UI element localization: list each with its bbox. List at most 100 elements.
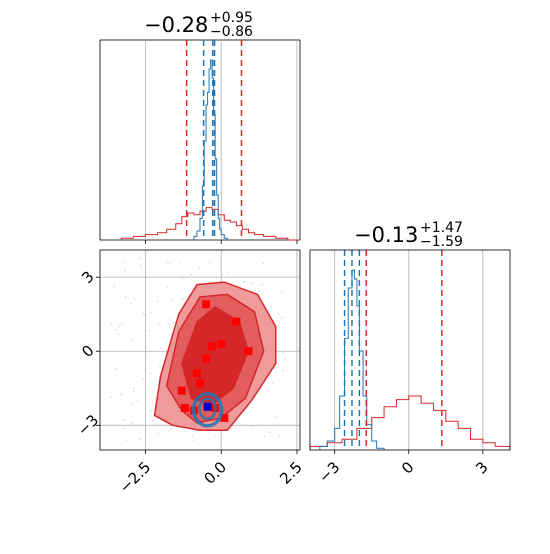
joint-x-tick-label-2: 2.5 bbox=[276, 458, 306, 488]
joint-sample-point bbox=[268, 390, 270, 392]
joint-sample-red-11 bbox=[244, 347, 253, 356]
joint-sample-point bbox=[165, 261, 168, 263]
joint-sample-point bbox=[138, 257, 141, 259]
joint-sample-point bbox=[123, 261, 126, 263]
joint-sample-point bbox=[124, 269, 126, 272]
joint-sample-point bbox=[221, 273, 224, 275]
joint-sample-red-5 bbox=[177, 386, 186, 395]
joint-sample-red-1 bbox=[202, 354, 211, 363]
joint-sample-point bbox=[131, 403, 134, 405]
right-axes-frame bbox=[309, 249, 511, 451]
joint-axes-frame bbox=[99, 249, 301, 451]
joint-sample-point bbox=[276, 415, 278, 418]
joint-sample-red-3 bbox=[217, 339, 226, 348]
joint-sample-point bbox=[140, 266, 143, 269]
joint-sample-point bbox=[147, 329, 150, 332]
joint-sample-point bbox=[263, 435, 266, 437]
joint-sample-point bbox=[166, 286, 169, 289]
joint-sample-point bbox=[117, 333, 120, 335]
joint-x-tick-label-0: −2.5 bbox=[116, 458, 154, 496]
joint-sample-point bbox=[129, 302, 132, 304]
joint-sample-point bbox=[130, 422, 133, 425]
joint-sample-red-0 bbox=[202, 300, 211, 309]
joint-sample-point bbox=[150, 372, 153, 375]
joint-sample-point bbox=[150, 410, 153, 412]
top-hist-blue bbox=[193, 59, 228, 240]
joint-sample-point bbox=[157, 433, 159, 435]
joint-sample-point bbox=[156, 300, 159, 303]
title-param-2-lower: −1.59 bbox=[420, 234, 463, 250]
joint-sample-point bbox=[179, 263, 182, 265]
joint-sample-point bbox=[250, 425, 253, 428]
joint-sample-point bbox=[158, 322, 161, 324]
joint-sample-point bbox=[142, 378, 144, 380]
joint-sample-point bbox=[168, 262, 171, 264]
joint-sample-point bbox=[282, 369, 284, 371]
joint-sample-red-7 bbox=[196, 379, 204, 388]
joint-sample-point bbox=[270, 305, 273, 308]
joint-sample-red-8 bbox=[180, 404, 189, 413]
joint-sample-point bbox=[178, 431, 180, 433]
joint-sample-point bbox=[139, 438, 142, 441]
joint-density-panel: −2.5 0.0 2.5 3 0 −3 bbox=[74, 249, 306, 497]
joint-sample-point bbox=[159, 347, 162, 349]
joint-sample-point bbox=[190, 273, 192, 276]
titles: −0.28 +0.95 −0.86 −0.13 +1.47 −1.59 bbox=[144, 10, 463, 250]
joint-sample-point bbox=[113, 285, 116, 288]
top-hist-red bbox=[120, 207, 300, 241]
joint-sample-point bbox=[172, 321, 175, 324]
title-param-2-upper: +1.47 bbox=[420, 220, 463, 236]
joint-sample-point bbox=[191, 435, 194, 437]
joint-sample-point bbox=[207, 439, 209, 441]
joint-x-tick-label-1: 0.0 bbox=[200, 458, 230, 488]
joint-sample-point bbox=[110, 323, 113, 326]
joint-sample-red-2 bbox=[232, 317, 241, 326]
joint-sample-point bbox=[272, 381, 274, 384]
joint-sample-point bbox=[125, 439, 127, 442]
joint-sample-red-4 bbox=[208, 342, 217, 351]
joint-sample-point bbox=[188, 271, 191, 273]
joint-sample-point bbox=[133, 298, 136, 300]
joint-contour-blue-inner bbox=[198, 397, 217, 421]
joint-sample-point bbox=[271, 276, 273, 279]
joint-sample-point bbox=[274, 371, 277, 373]
joint-sample-point bbox=[281, 316, 283, 319]
joint-sample-point bbox=[268, 431, 271, 434]
joint-sample-red-12 bbox=[220, 413, 229, 422]
title-param-1-upper: +0.95 bbox=[210, 10, 253, 26]
joint-sample-point bbox=[198, 266, 200, 269]
joint-sample-point bbox=[281, 292, 283, 294]
joint-contour-blue-outer bbox=[191, 392, 224, 428]
joint-sample-point bbox=[114, 367, 117, 370]
joint-sample-point bbox=[164, 424, 166, 426]
joint-sample-point bbox=[145, 354, 147, 356]
title-param-2: −0.13 bbox=[354, 223, 418, 247]
joint-sample-point bbox=[132, 391, 134, 393]
joint-sample-point bbox=[182, 298, 184, 300]
right-x-tick-label-0: −3 bbox=[315, 458, 343, 486]
joint-sample-point bbox=[242, 281, 245, 284]
joint-sample-point bbox=[152, 419, 154, 422]
joint-sample-point bbox=[115, 328, 118, 331]
joint-sample-point bbox=[193, 439, 195, 442]
joint-y-tick-label-0: 3 bbox=[78, 267, 97, 286]
joint-sample-point bbox=[260, 283, 263, 286]
joint-sample-point bbox=[120, 322, 123, 325]
joint-sample-point bbox=[262, 262, 264, 265]
joint-sample-point bbox=[139, 264, 142, 266]
title-param-2-value: −0.13 bbox=[354, 223, 418, 247]
joint-sample-point bbox=[227, 271, 230, 273]
joint-sample-point bbox=[150, 311, 153, 314]
right-hist-blue bbox=[319, 269, 385, 450]
title-param-1: −0.28 bbox=[144, 13, 208, 37]
joint-sample-point bbox=[209, 261, 211, 264]
joint-y-tick-label-2: −3 bbox=[74, 411, 102, 439]
joint-sample-point bbox=[123, 427, 126, 430]
joint-sample-point bbox=[136, 399, 139, 402]
right-x-tick-label-2: 3 bbox=[472, 458, 491, 477]
joint-sample-red-6 bbox=[192, 369, 201, 378]
joint-sample-point bbox=[142, 313, 145, 315]
joint-sample-point bbox=[215, 434, 217, 437]
joint-sample-point bbox=[167, 322, 170, 325]
